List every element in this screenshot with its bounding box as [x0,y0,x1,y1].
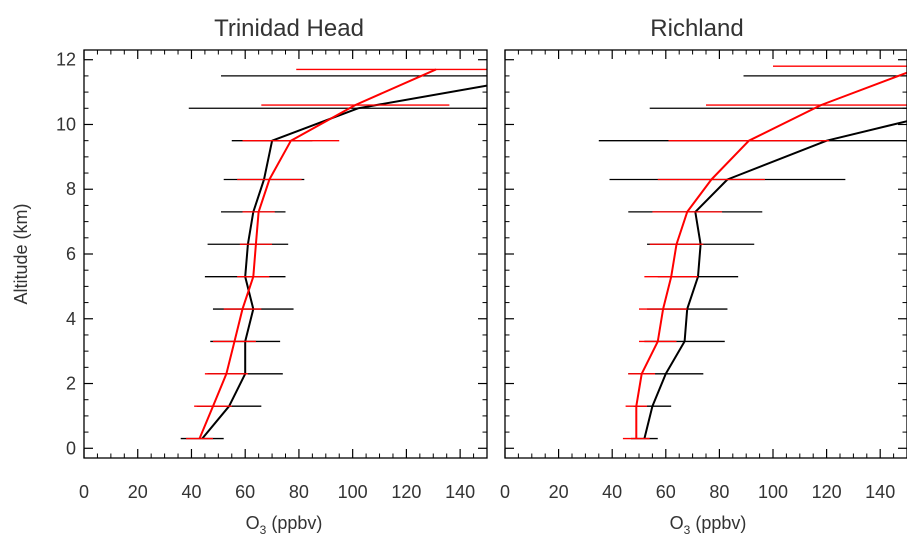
plot-frame [504,49,907,459]
y-tick-label: 8 [66,179,76,199]
x-tick-label: 0 [79,482,89,502]
panel-title: Richland [650,15,743,42]
x-tick-label: 40 [181,482,201,502]
x-tick-label: 20 [549,482,569,502]
y-tick-label: 0 [66,438,76,458]
x-tick-label: 60 [656,482,676,502]
y-tick-label: 6 [66,244,76,264]
panel-title: Trinidad Head [214,15,364,42]
x-tick-label: 20 [128,482,148,502]
x-axis-label: O3 (ppbv) [246,513,323,537]
plot-frame [83,49,488,459]
axes-layer: 0 20 40 60 80 100 120 140 0 2 4 6 8 10 12 [56,50,487,502]
axes-layer: 0 20 40 60 80 100 120 140 [500,50,907,502]
y-tick-label: 4 [66,309,76,329]
y-tick-label: 10 [56,114,76,134]
y-tick-label: 12 [56,50,76,70]
plot-layer [598,65,907,440]
panel-trinidad-head: Trinidad Head 0 20 40 60 80 100 120 140 0 2 4 6 8 10 1… [11,15,488,537]
profile-line-red [635,71,907,439]
x-tick-label: 60 [235,482,255,502]
x-axis-label: O3 (ppbv) [670,513,747,537]
x-tick-label: 100 [758,482,788,502]
x-tick-label: 0 [500,482,510,502]
x-axis-label-unit: (ppbv) [266,513,322,533]
x-tick-label: 120 [391,482,421,502]
x-axis-label-main: O [670,513,684,533]
x-axis-label-unit: (ppbv) [690,513,746,533]
x-axis-label-main: O [246,513,260,533]
profile-line-black [643,120,907,439]
x-axis-label-subscript: 3 [684,523,691,537]
y-tick-label: 2 [66,374,76,394]
x-tick-label: 40 [602,482,622,502]
plot-layer [180,68,487,440]
panel-richland: Richland 0 20 40 60 80 100 120 140 O3 (ppbv) [500,15,907,537]
x-tick-label: 80 [289,482,309,502]
x-axis-label-subscript: 3 [260,523,267,537]
y-axis-label: Altitude (km) [11,203,31,304]
profile-line-black [201,84,487,440]
x-tick-label: 120 [812,482,842,502]
profile-line-red [198,68,437,439]
x-tick-label: 140 [865,482,895,502]
x-tick-label: 140 [445,482,475,502]
x-tick-label: 80 [709,482,729,502]
x-tick-label: 100 [338,482,368,502]
